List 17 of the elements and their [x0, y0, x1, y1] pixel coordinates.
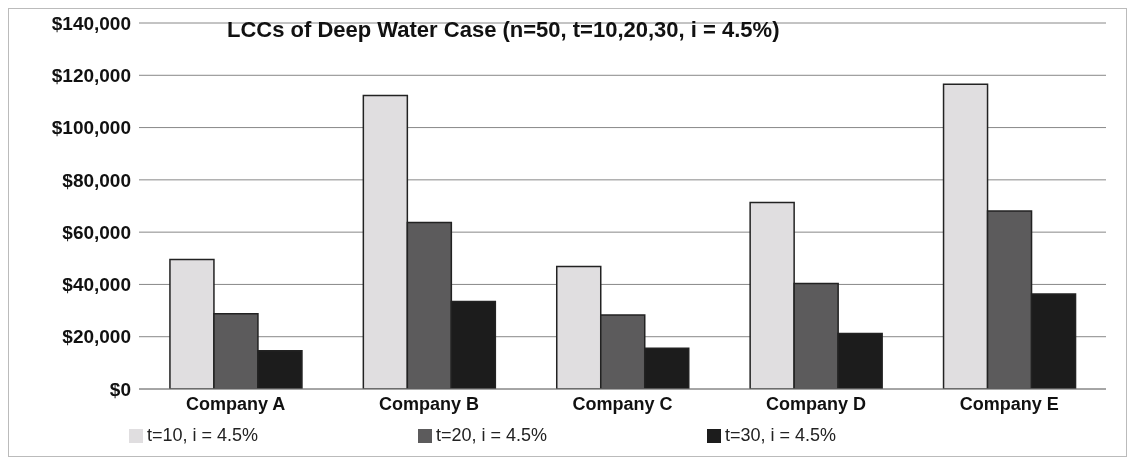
legend-label: t=20, i = 4.5% — [435, 425, 548, 445]
y-tick-label: $40,000 — [62, 274, 131, 296]
y-tick-label: $0 — [109, 378, 131, 400]
legend-label: t=10, i = 4.5% — [146, 425, 258, 445]
x-tick-label: Company A — [186, 393, 286, 414]
chart-title: LCCs of Deep Water Case (n=50, t=10,20,30, i = 4.5%) — [227, 17, 780, 43]
y-tick-label: $140,000 — [51, 12, 131, 34]
legend-label: t=30, i = 4.5% — [725, 425, 837, 445]
y-tick-label: $20,000 — [62, 326, 131, 348]
y-tick-label: $80,000 — [62, 169, 131, 191]
y-tick-label: $100,000 — [51, 117, 131, 139]
y-tick-label: $60,000 — [62, 221, 131, 243]
x-tick-label: Company B — [379, 393, 480, 414]
x-tick-label: Company D — [765, 393, 866, 414]
y-tick-label: $120,000 — [51, 65, 131, 87]
x-tick-label: Company E — [959, 393, 1059, 414]
x-tick-label: Company C — [572, 393, 673, 414]
